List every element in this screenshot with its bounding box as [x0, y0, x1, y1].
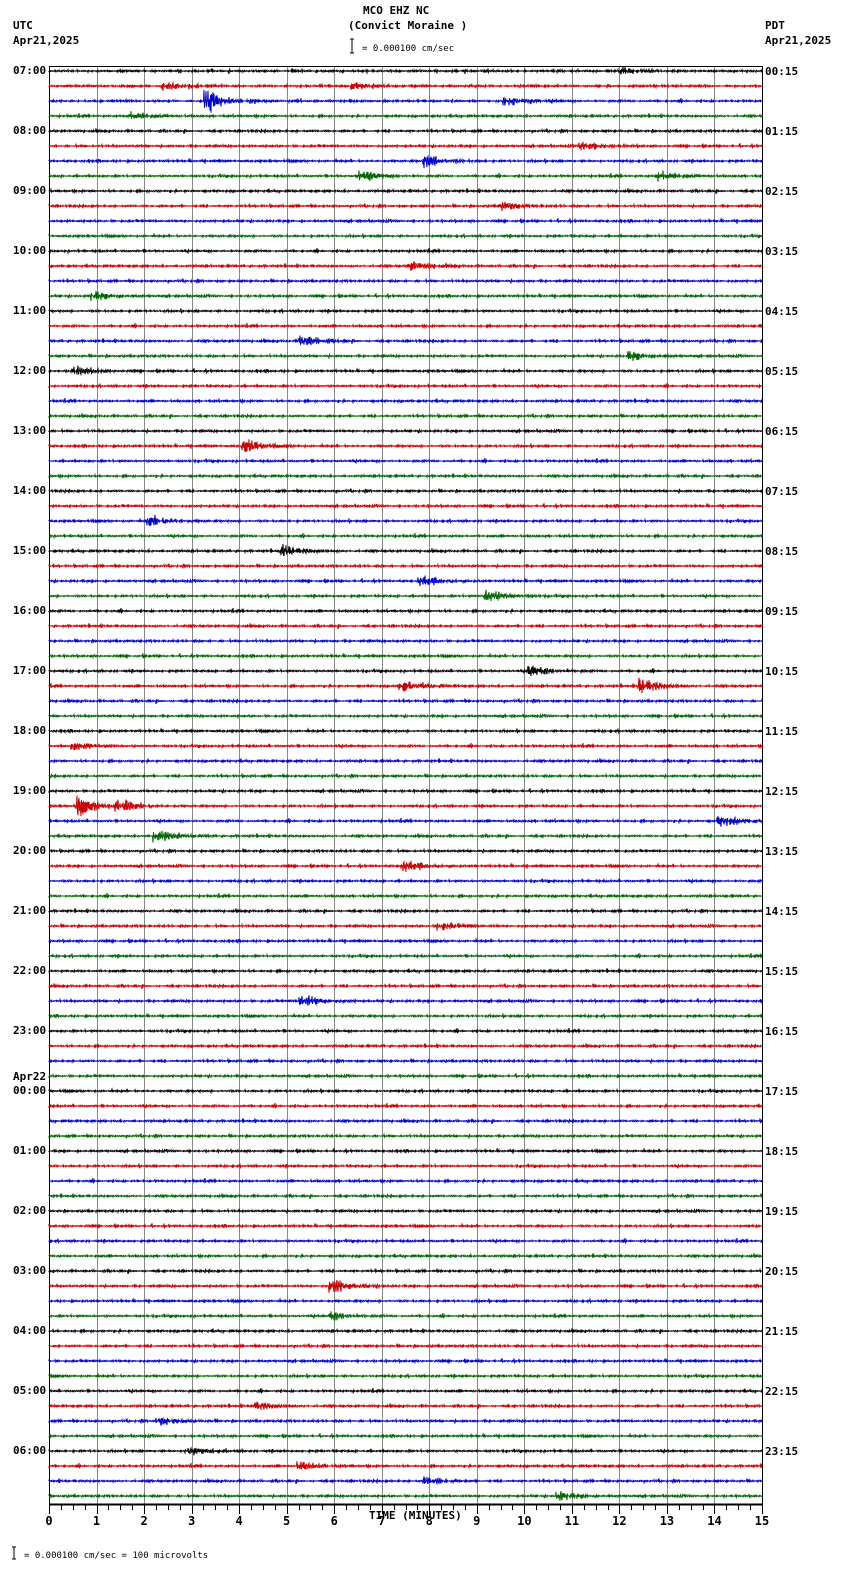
- utc-hour-label: 19:00: [13, 784, 47, 797]
- scale-legend: = 0.000100 cm/sec: [362, 44, 455, 54]
- station-title: MCO EHZ NC: [363, 4, 430, 17]
- utc-hour-label: 01:00: [13, 1144, 47, 1157]
- pdt-hour-label: 02:15: [765, 185, 799, 198]
- utc-hour-label: 09:00: [13, 184, 47, 197]
- pdt-hour-label: 05:15: [765, 365, 799, 378]
- pdt-hour-label: 10:15: [765, 665, 799, 678]
- svg-text:11: 11: [565, 1514, 579, 1528]
- utc-hour-label: 15:00: [13, 544, 47, 557]
- pdt-hour-label: 09:15: [765, 605, 799, 618]
- pdt-hour-label: 20:15: [765, 1265, 799, 1278]
- pdt-hour-label: 03:15: [765, 245, 799, 258]
- pdt-hour-label: 07:15: [765, 485, 799, 498]
- utc-hour-label: 06:00: [13, 1444, 47, 1457]
- pdt-hour-label: 19:15: [765, 1205, 799, 1218]
- utc-hour-label: 11:00: [13, 304, 47, 317]
- pdt-hour-label: 12:15: [765, 785, 799, 798]
- utc-hour-label: 00:00: [13, 1084, 47, 1097]
- pdt-hour-label: 15:15: [765, 965, 799, 978]
- utc-hour-label: 03:00: [13, 1264, 47, 1277]
- pdt-hour-label: 22:15: [765, 1385, 799, 1398]
- utc-hour-label: 13:00: [13, 424, 47, 437]
- svg-text:15: 15: [755, 1514, 769, 1528]
- utc-hour-label: 10:00: [13, 244, 47, 257]
- utc-hour-label: 04:00: [13, 1324, 47, 1337]
- utc-hour-label: 08:00: [13, 124, 47, 137]
- left-timezone: UTC: [13, 19, 33, 32]
- svg-text:13: 13: [660, 1514, 674, 1528]
- pdt-hour-label: 00:15: [765, 65, 799, 78]
- pdt-hour-label: 08:15: [765, 545, 799, 558]
- footer-scale-legend: = 0.000100 cm/sec = 100 microvolts: [24, 1551, 209, 1561]
- pdt-hour-label: 14:15: [765, 905, 799, 918]
- svg-text:7: 7: [378, 1514, 385, 1528]
- utc-hour-label: 07:00: [13, 64, 47, 77]
- utc-hour-label: 16:00: [13, 604, 47, 617]
- svg-text:1: 1: [93, 1514, 100, 1528]
- station-location: (Convict Moraine ): [348, 19, 468, 32]
- left-date: Apr21,2025: [13, 34, 80, 47]
- svg-text:10: 10: [517, 1514, 531, 1528]
- pdt-hour-label: 13:15: [765, 845, 799, 858]
- utc-hour-label: 05:00: [13, 1384, 47, 1397]
- pdt-hour-label: 16:15: [765, 1025, 799, 1038]
- pdt-hour-label: 04:15: [765, 305, 799, 318]
- svg-text:5: 5: [283, 1514, 290, 1528]
- svg-text:0: 0: [45, 1514, 52, 1528]
- pdt-hour-label: 11:15: [765, 725, 799, 738]
- utc-hour-label: 22:00: [13, 964, 47, 977]
- utc-hour-label: 18:00: [13, 724, 47, 737]
- x-axis-label: TIME (MINUTES): [369, 1509, 462, 1522]
- svg-text:9: 9: [473, 1514, 480, 1528]
- pdt-hour-label: 06:15: [765, 425, 799, 438]
- pdt-hour-label: 23:15: [765, 1445, 799, 1458]
- svg-text:14: 14: [707, 1514, 721, 1528]
- svg-text:2: 2: [140, 1514, 147, 1528]
- svg-text:6: 6: [331, 1514, 338, 1528]
- pdt-hour-label: 18:15: [765, 1145, 799, 1158]
- utc-hour-label: 17:00: [13, 664, 47, 677]
- utc-hour-label: 21:00: [13, 904, 47, 917]
- utc-hour-label: 20:00: [13, 844, 47, 857]
- date-change-label: Apr22: [13, 1070, 47, 1083]
- right-timezone: PDT: [765, 19, 785, 32]
- right-date: Apr21,2025: [765, 34, 832, 47]
- utc-hour-label: 12:00: [13, 364, 47, 377]
- pdt-hour-label: 01:15: [765, 125, 799, 138]
- pdt-hour-label: 21:15: [765, 1325, 799, 1338]
- svg-text:8: 8: [426, 1514, 433, 1528]
- utc-hour-label: 14:00: [13, 484, 47, 497]
- svg-text:3: 3: [188, 1514, 195, 1528]
- svg-text:12: 12: [612, 1514, 626, 1528]
- utc-hour-label: 23:00: [13, 1024, 47, 1037]
- pdt-hour-label: 17:15: [765, 1085, 799, 1098]
- utc-hour-label: 02:00: [13, 1204, 47, 1217]
- svg-text:4: 4: [236, 1514, 243, 1528]
